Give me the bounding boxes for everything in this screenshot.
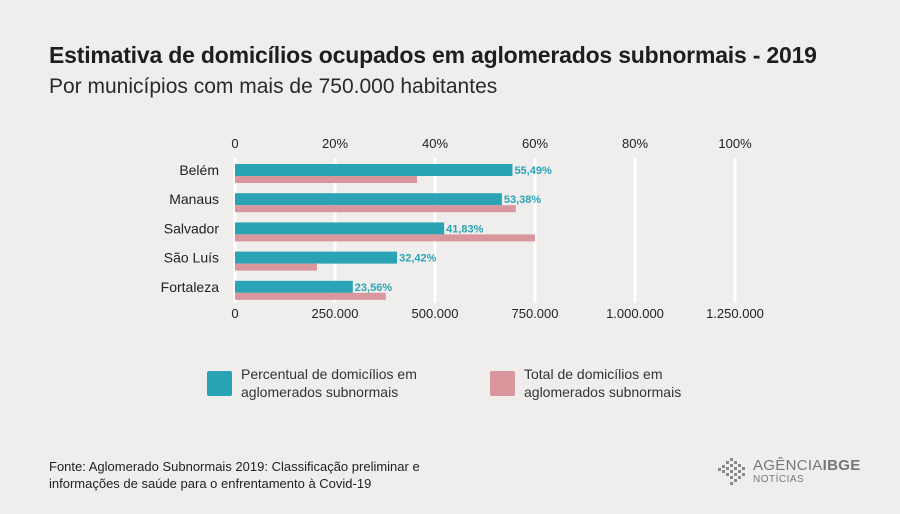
bar-total xyxy=(235,205,516,213)
bar-percentual xyxy=(235,280,353,293)
bottom-axis-tick-label: 500.000 xyxy=(412,306,459,321)
bar-percentual xyxy=(235,164,513,176)
top-axis-tick-label: 60% xyxy=(522,136,548,151)
brand-name: AGÊNCIAIBGE xyxy=(753,458,861,473)
brand-name-bold: IBGE xyxy=(822,456,861,474)
legend-swatch-total xyxy=(490,370,515,396)
category-label: Fortaleza xyxy=(161,279,220,295)
legend-label-total: Total de domicílios em aglomerados subno… xyxy=(524,366,682,400)
category-label: Belém xyxy=(179,162,219,178)
brand-subtitle: NOTÍCIAS xyxy=(753,473,805,485)
bottom-axis-tick-label: 1.250.000 xyxy=(706,306,764,321)
category-label: São Luís xyxy=(164,250,219,266)
agencia-ibge-logo: AGÊNCIAIBGE NOTÍCIAS xyxy=(716,455,861,487)
source-note: Fonte: Aglomerado Subnormais 2019: Class… xyxy=(49,459,420,491)
bar-total xyxy=(235,176,417,183)
top-axis-tick-label: 20% xyxy=(322,136,348,151)
top-axis-tick-label: 100% xyxy=(718,136,752,151)
top-axis-tick-label: 40% xyxy=(422,136,448,151)
data-label-percentual: 32,42% xyxy=(399,253,437,265)
chart-subtitle: Por municípios com mais de 750.000 habit… xyxy=(49,75,498,98)
category-label: Manaus xyxy=(169,191,219,207)
bar-percentual xyxy=(235,222,445,235)
brand-name-light: AGÊNCIA xyxy=(753,456,823,474)
bar-total xyxy=(235,234,535,242)
bar-total xyxy=(235,263,317,271)
data-label-percentual: 23,56% xyxy=(355,282,393,294)
bottom-axis-tick-label: 0 xyxy=(231,306,238,321)
ibge-logo-icon xyxy=(718,458,745,485)
bottom-axis-tick-label: 750.000 xyxy=(512,306,559,321)
chart-title: Estimativa de domicílios ocupados em agl… xyxy=(49,42,817,68)
data-label-percentual: 55,49% xyxy=(514,165,552,177)
bottom-axis-tick-label: 1.000.000 xyxy=(606,306,664,321)
top-axis-tick-label: 80% xyxy=(622,136,648,151)
legend-item-percentual: Percentual de domicílios em aglomerados … xyxy=(207,365,451,401)
bottom-axis-tick-label: 250.000 xyxy=(312,306,359,321)
legend-item-total: Total de domicílios em aglomerados subno… xyxy=(490,365,734,401)
bar-percentual xyxy=(235,193,502,206)
bar-total xyxy=(235,292,386,300)
data-label-percentual: 41,83% xyxy=(446,223,484,235)
top-axis-tick-label: 0 xyxy=(231,136,238,151)
legend-label-percentual: Percentual de domicílios em aglomerados … xyxy=(241,366,417,400)
legend-swatch-percentual xyxy=(207,370,232,396)
data-label-percentual: 53,38% xyxy=(504,194,542,206)
category-label: Salvador xyxy=(164,220,220,236)
bar-percentual xyxy=(235,251,398,264)
